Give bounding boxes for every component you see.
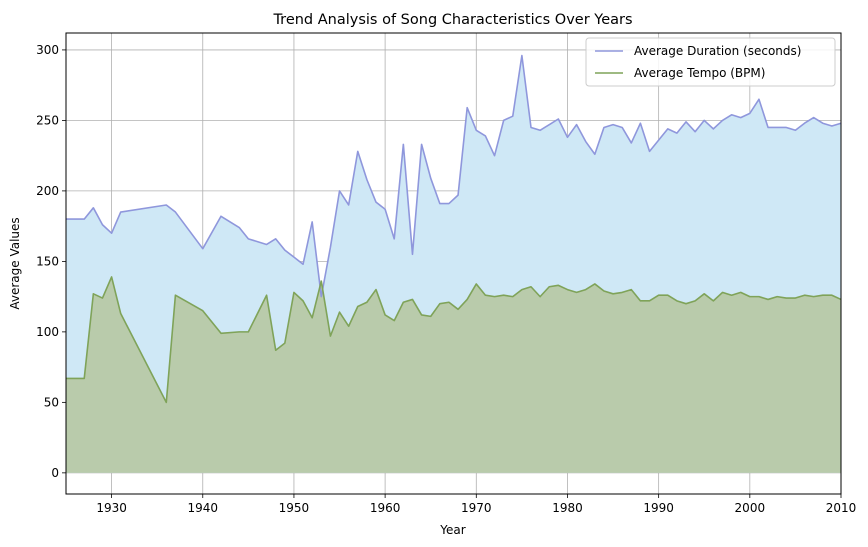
y-tick-label: 50 bbox=[44, 395, 59, 409]
x-tick-label: 1970 bbox=[461, 501, 492, 515]
legend-label-duration: Average Duration (seconds) bbox=[634, 44, 801, 58]
x-tick-label: 1950 bbox=[279, 501, 310, 515]
y-tick-label: 150 bbox=[36, 254, 59, 268]
y-tick-label: 0 bbox=[51, 466, 59, 480]
series-line-0 bbox=[66, 54, 842, 298]
area-fills bbox=[66, 55, 841, 473]
y-tick-label: 300 bbox=[36, 43, 59, 57]
axis-ticks: 1930 1940 1950 1960 1970 1980 1990 2000 2010 0 50 1… bbox=[36, 43, 856, 515]
x-axis-title: Year bbox=[439, 523, 465, 537]
y-tick-label: 100 bbox=[36, 325, 59, 339]
legend: Average Duration (seconds) Average Tempo… bbox=[585, 37, 836, 87]
y-axis-title: Average Values bbox=[8, 217, 22, 309]
legend-box bbox=[585, 37, 836, 87]
x-tick-label: 1940 bbox=[187, 501, 218, 515]
series-line-1 bbox=[66, 276, 842, 404]
x-tick-label: 1980 bbox=[552, 501, 583, 515]
x-tick-label: 2010 bbox=[826, 501, 857, 515]
series-area-1 bbox=[66, 276, 841, 473]
legend-label-tempo: Average Tempo (BPM) bbox=[634, 66, 765, 80]
y-tick-label: 250 bbox=[36, 113, 59, 127]
y-tick-label: 200 bbox=[36, 184, 59, 198]
x-tick-label: 2000 bbox=[735, 501, 766, 515]
x-tick-label: 1960 bbox=[370, 501, 401, 515]
series-lines bbox=[66, 54, 842, 404]
x-tick-label: 1930 bbox=[96, 501, 127, 515]
x-tick-label: 1990 bbox=[643, 501, 674, 515]
chart-title: Trend Analysis of Song Characteristics O… bbox=[272, 12, 632, 28]
plot-frame bbox=[65, 32, 842, 495]
